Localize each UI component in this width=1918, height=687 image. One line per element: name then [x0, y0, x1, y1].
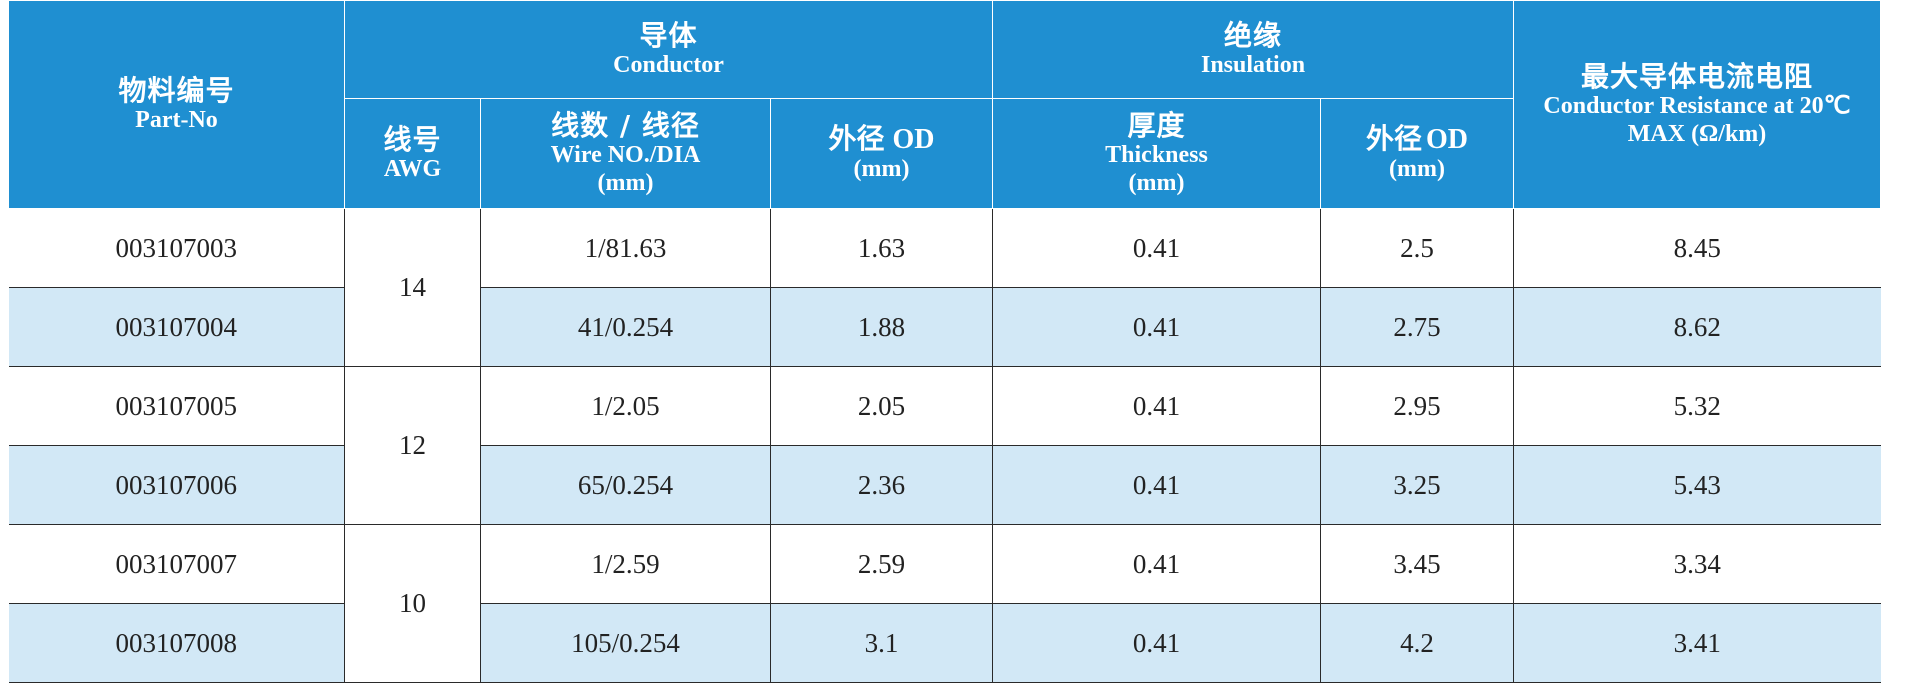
- table-row: 003107004 41/0.254 1.88 0.41 2.75 8.62: [8, 287, 1881, 367]
- cell-wire: 41/0.254: [480, 287, 771, 367]
- table-header: 物料编号 Part-No 导体 Conductor 绝缘 Insulation …: [8, 0, 1882, 209]
- cell-conductor-od: 2.36: [769, 445, 994, 525]
- cell-part-no: 003107005: [8, 366, 345, 446]
- header-insulation-od-zh: 外径: [1366, 122, 1423, 156]
- header-part-no-zh: 物料编号: [118, 73, 235, 107]
- header-resistance-zh: 最大导体电流电阻: [1581, 59, 1814, 93]
- header-conductor-od-unit: (mm): [853, 156, 910, 183]
- cell-awg: 10: [344, 524, 481, 683]
- header-wire-zh: 线数 / 线径: [551, 108, 700, 142]
- header-conductor-od-en: OD: [892, 124, 935, 156]
- table-row: 003107005 12 1/2.05 2.05 0.41 2.95 5.32: [8, 366, 1881, 525]
- cell-part-no: 003107008: [8, 603, 345, 683]
- cell-part-no: 003107004: [8, 287, 345, 367]
- header-wire: 线数 / 线径 Wire NO./DIA (mm): [480, 98, 771, 209]
- cell-conductor-od: 3.1: [769, 603, 994, 683]
- table-row: 003107006 65/0.254 2.36 0.41 3.25 5.43: [8, 445, 1881, 525]
- header-conductor-od-zh: 外径: [828, 122, 885, 156]
- cell-resistance: 3.34: [1513, 524, 1881, 604]
- table-row: 003107003 14 1/81.63 1.63 0.41 2.5 8.45: [8, 208, 1881, 367]
- cell-resistance: 5.43: [1513, 445, 1881, 525]
- header-thickness-en: Thickness: [1105, 142, 1208, 168]
- header-insulation-od: 外径 OD (mm): [1320, 98, 1515, 209]
- cell-thickness: 0.41: [992, 287, 1322, 367]
- header-insulation: 绝缘 Insulation: [992, 0, 1515, 99]
- header-insulation-en: Insulation: [1200, 51, 1306, 78]
- cell-wire: 1/2.05: [480, 366, 771, 446]
- header-conductor: 导体 Conductor: [343, 0, 994, 99]
- cell-conductor-od: 1.63: [769, 208, 994, 288]
- cell-part-no: 003107003: [8, 208, 345, 288]
- header-insulation-zh: 绝缘: [1224, 18, 1283, 52]
- header-thickness-zh: 厚度: [1127, 108, 1186, 142]
- cell-wire: 1/81.63: [480, 208, 771, 288]
- header-awg-zh: 线号: [383, 122, 442, 156]
- cell-insulation-od: 2.5: [1320, 208, 1515, 288]
- header-part-no: 物料编号 Part-No: [8, 0, 345, 209]
- table-row: 003107008 105/0.254 3.1 0.41 4.2 3.41: [8, 603, 1881, 683]
- cell-insulation-od: 2.95: [1320, 366, 1515, 446]
- header-thickness-unit: (mm): [1128, 169, 1185, 196]
- cell-thickness: 0.41: [992, 208, 1322, 288]
- wire-spec-table: 物料编号 Part-No 导体 Conductor 绝缘 Insulation …: [8, 0, 1882, 683]
- cell-insulation-od: 2.75: [1320, 287, 1515, 367]
- cell-insulation-od: 3.45: [1320, 524, 1515, 604]
- header-resistance-en1: Conductor Resistance at 20℃: [1543, 93, 1851, 119]
- cell-resistance: 8.62: [1513, 287, 1881, 367]
- cell-resistance: 8.45: [1513, 208, 1881, 288]
- cell-awg: 14: [344, 208, 481, 367]
- cell-thickness: 0.41: [992, 603, 1322, 683]
- cell-wire: 105/0.254: [480, 603, 771, 683]
- header-conductor-en: Conductor: [613, 51, 724, 78]
- header-insulation-od-unit: (mm): [1389, 156, 1445, 183]
- cell-insulation-od: 3.25: [1320, 445, 1515, 525]
- header-wire-unit: (mm): [597, 169, 654, 196]
- header-resistance-en2: MAX (Ω/km): [1627, 120, 1767, 147]
- header-thickness: 厚度 Thickness (mm): [992, 98, 1322, 209]
- header-conductor-zh: 导体: [639, 18, 698, 52]
- cell-conductor-od: 2.05: [769, 366, 994, 446]
- cell-wire: 65/0.254: [480, 445, 771, 525]
- cell-awg: 12: [344, 366, 481, 525]
- header-wire-en: Wire NO./DIA: [550, 142, 701, 168]
- header-part-no-en: Part-No: [135, 106, 218, 133]
- header-conductor-od: 外径 OD (mm): [769, 98, 994, 209]
- cell-resistance: 3.41: [1513, 603, 1881, 683]
- cell-thickness: 0.41: [992, 524, 1322, 604]
- cell-part-no: 003107007: [8, 524, 345, 604]
- header-resistance: 最大导体电流电阻 Conductor Resistance at 20℃ MAX…: [1513, 0, 1882, 209]
- cell-thickness: 0.41: [992, 445, 1322, 525]
- cell-wire: 1/2.59: [480, 524, 771, 604]
- table-body: 003107003 14 1/81.63 1.63 0.41 2.5 8.45 …: [8, 208, 1881, 683]
- cell-conductor-od: 2.59: [769, 524, 994, 604]
- cell-thickness: 0.41: [992, 366, 1322, 446]
- header-awg: 线号 AWG: [344, 98, 481, 209]
- cell-resistance: 5.32: [1513, 366, 1881, 446]
- cell-part-no: 003107006: [8, 445, 345, 525]
- header-insulation-od-en: OD: [1426, 124, 1469, 156]
- cell-conductor-od: 1.88: [769, 287, 994, 367]
- header-awg-en: AWG: [383, 155, 442, 182]
- table-row: 003107007 10 1/2.59 2.59 0.41 3.45 3.34: [8, 524, 1881, 683]
- cell-insulation-od: 4.2: [1320, 603, 1515, 683]
